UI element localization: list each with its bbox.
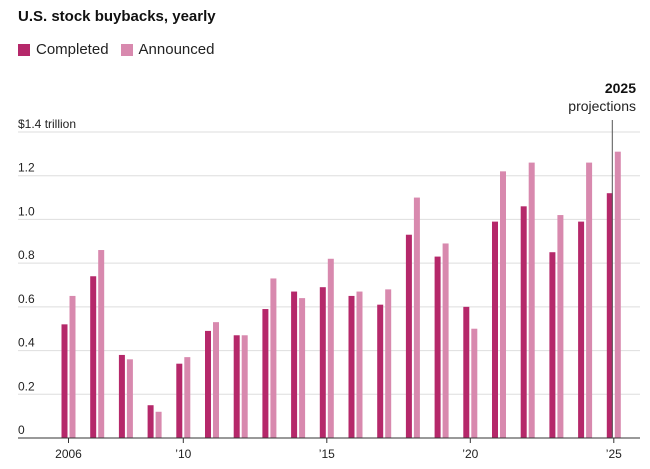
bar-completed-2008 xyxy=(118,354,125,438)
legend-label-announced: Announced xyxy=(138,41,215,58)
bar-announced-2014 xyxy=(299,298,306,438)
bar-completed-2019 xyxy=(434,256,441,438)
bar-completed-2017 xyxy=(377,304,384,438)
projection-text-label: projections xyxy=(568,98,636,114)
bar-completed-2018 xyxy=(405,234,412,438)
y-tick-label-0: 0 xyxy=(18,423,25,437)
x-tick-label-2025: ’25 xyxy=(606,447,622,461)
bar-announced-2010 xyxy=(184,357,191,438)
x-tick-label-2010: ’10 xyxy=(175,447,191,461)
bar-announced-2017 xyxy=(385,289,392,438)
projection-year-label: 2025 xyxy=(605,80,636,96)
y-tick-label-1: 1.0 xyxy=(18,204,35,218)
y-tick-label-0-8: 0.8 xyxy=(18,248,35,262)
y-tick-label-0-2: 0.2 xyxy=(18,379,35,393)
y-tick-label-0-6: 0.6 xyxy=(18,292,35,306)
bar-completed-2012 xyxy=(233,335,240,438)
bar-completed-2020 xyxy=(463,306,470,438)
bar-announced-2020 xyxy=(471,328,478,438)
legend-swatch-announced xyxy=(120,43,133,56)
bar-announced-2023 xyxy=(557,215,564,438)
bar-completed-2023 xyxy=(549,252,556,438)
legend-item-announced: Announced xyxy=(120,41,215,58)
bar-announced-2019 xyxy=(442,243,449,438)
bar-announced-2011 xyxy=(213,322,219,438)
bar-completed-2024 xyxy=(578,221,585,438)
bar-completed-2006 xyxy=(61,324,68,438)
bar-announced-2015 xyxy=(327,258,334,438)
bar-completed-2015 xyxy=(319,287,326,438)
chart-title: U.S. stock buybacks, yearly xyxy=(18,8,216,25)
bar-announced-2025 xyxy=(614,151,621,438)
legend-label-completed: Completed xyxy=(36,41,109,58)
bar-completed-2013 xyxy=(262,309,269,438)
bar-announced-2013 xyxy=(270,278,277,438)
legend-item-completed: Completed xyxy=(18,41,109,58)
bar-announced-2008 xyxy=(126,359,133,438)
bar-completed-2009 xyxy=(147,405,154,438)
bar-completed-2025 xyxy=(606,193,613,438)
bar-announced-2006 xyxy=(69,295,76,438)
bar-completed-2010 xyxy=(176,363,183,438)
bar-completed-2011 xyxy=(205,330,211,438)
bar-announced-2012 xyxy=(241,335,248,438)
bar-announced-2007 xyxy=(98,250,105,438)
bar-completed-2022 xyxy=(520,206,527,438)
bar-announced-2009 xyxy=(155,411,162,438)
legend: Completed Announced xyxy=(18,41,226,58)
legend-swatch-completed xyxy=(18,43,30,56)
bar-completed-2021 xyxy=(492,221,498,438)
bar-announced-2024 xyxy=(586,162,593,438)
y-tick-label-1-4: $1.4 trillion xyxy=(18,117,76,131)
x-tick-label-2020: ’20 xyxy=(462,447,478,461)
x-tick-label-2006: 2006 xyxy=(55,447,82,461)
bar-announced-2018 xyxy=(413,197,420,438)
bar-announced-2016 xyxy=(356,291,363,438)
bar-announced-2021 xyxy=(500,171,506,439)
bar-completed-2014 xyxy=(291,291,298,438)
bar-announced-2022 xyxy=(528,162,535,438)
y-tick-label-0-4: 0.4 xyxy=(18,336,35,350)
bar-completed-2007 xyxy=(90,276,97,438)
bar-completed-2016 xyxy=(348,295,355,438)
y-tick-label-1-2: 1.2 xyxy=(18,161,35,175)
x-tick-label-2015: ’15 xyxy=(319,447,335,461)
